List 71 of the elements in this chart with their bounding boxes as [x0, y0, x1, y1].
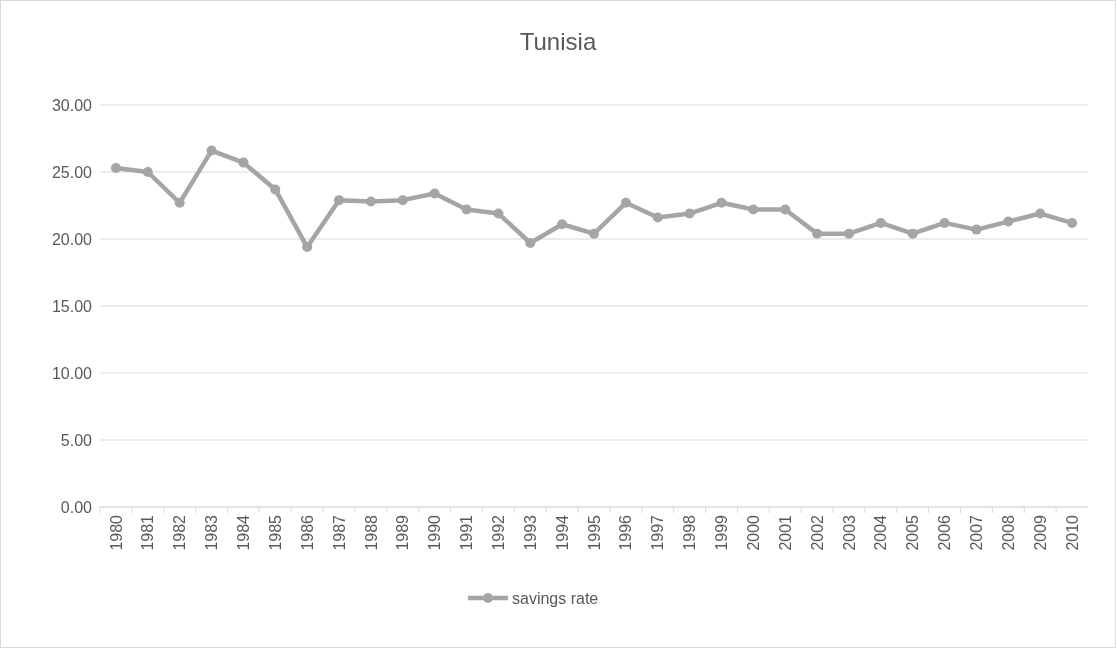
point	[1003, 216, 1014, 227]
x-tick-label: 1985	[266, 514, 284, 551]
point	[365, 196, 376, 207]
x-tick-label: 2004	[872, 514, 890, 551]
point	[461, 204, 472, 215]
chart-title: Tunisia	[519, 28, 597, 55]
y-tick-label: 30.00	[51, 96, 93, 114]
point	[557, 219, 568, 230]
x-tick-label: 2000	[744, 514, 762, 551]
point	[302, 242, 313, 253]
x-tick-label: 1984	[235, 514, 253, 551]
x-tick-label: 1980	[107, 514, 125, 551]
point	[1035, 208, 1046, 219]
x-tick-label: 2006	[936, 514, 954, 551]
point	[843, 228, 854, 239]
point	[812, 228, 823, 239]
point	[397, 195, 408, 206]
x-tick-label: 1992	[489, 514, 507, 551]
point	[1067, 217, 1078, 228]
point	[875, 217, 886, 228]
x-tick-label: 2007	[968, 514, 986, 551]
point	[525, 238, 536, 249]
point	[270, 184, 281, 195]
y-tick-label: 10.00	[51, 364, 93, 382]
x-tick-label: 1983	[203, 514, 221, 551]
point	[684, 208, 695, 219]
point	[174, 197, 185, 208]
y-tick-label: 20.00	[51, 230, 93, 248]
point	[971, 224, 982, 235]
x-tick-label: 2009	[1031, 514, 1049, 551]
point	[780, 204, 791, 215]
point	[748, 204, 759, 215]
x-tick-label: 1998	[681, 514, 699, 551]
x-tick-label: 1993	[521, 514, 539, 551]
x-tick-label: 2005	[904, 514, 922, 551]
point	[238, 157, 249, 168]
x-tick-label: 1981	[139, 514, 157, 551]
point	[142, 167, 153, 177]
y-tick-label: 25.00	[51, 163, 93, 181]
x-tick-label: 1996	[617, 514, 635, 551]
point	[110, 162, 121, 173]
point	[429, 188, 440, 199]
x-tick-label: 1990	[426, 514, 444, 551]
point	[652, 212, 663, 223]
point	[939, 217, 950, 228]
y-tick-label: 0.00	[60, 498, 93, 516]
x-tick-label: 1997	[649, 514, 667, 551]
x-tick-label: 1986	[298, 514, 316, 551]
x-tick-label: 1987	[330, 514, 348, 551]
point	[334, 195, 345, 206]
x-tick-label: 1988	[362, 514, 380, 551]
point	[716, 197, 727, 208]
x-tick-label: 1991	[458, 514, 476, 551]
x-tick-label: 2010	[1063, 514, 1081, 551]
x-tick-label: 2003	[840, 514, 858, 551]
x-tick-label: 1989	[394, 514, 412, 551]
point	[493, 208, 504, 219]
x-tick-label: 1982	[171, 514, 189, 551]
x-tick-label: 1999	[713, 514, 731, 551]
y-tick-label: 5.00	[60, 431, 93, 449]
x-tick-label: 2008	[999, 514, 1017, 551]
legend-label: savings rate	[512, 589, 599, 607]
x-tick-label: 1994	[553, 514, 571, 551]
y-tick-label: 15.00	[51, 297, 93, 315]
x-tick-label: 2001	[776, 514, 794, 551]
point	[907, 228, 918, 239]
x-tick-label: 1995	[585, 514, 603, 551]
point	[589, 228, 599, 239]
point	[620, 197, 631, 208]
point	[206, 145, 217, 156]
x-tick-label: 2002	[808, 514, 826, 551]
